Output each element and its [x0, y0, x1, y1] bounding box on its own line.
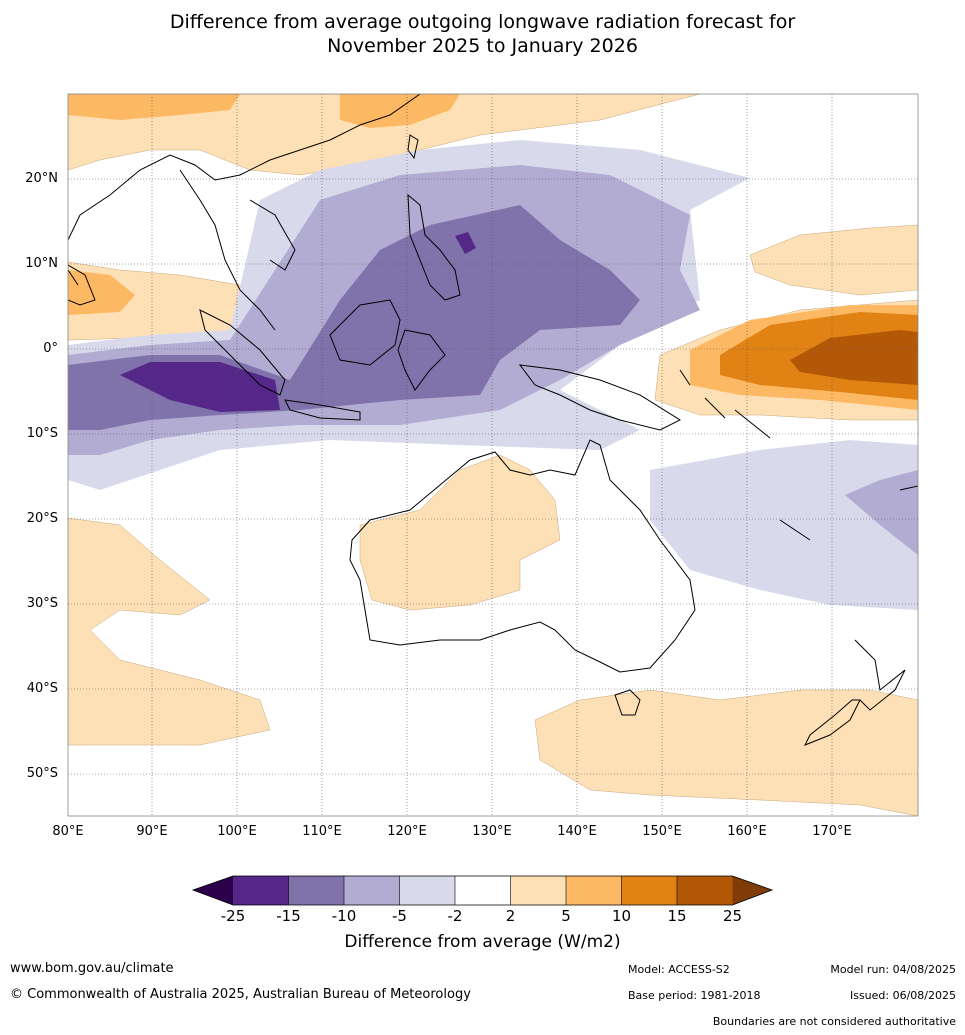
colorbar-bin-7 [566, 876, 622, 905]
lat-label-0: 0° [43, 341, 58, 356]
lat-label-20s: 20°S [26, 511, 58, 526]
lat-label-20n: 20°N [25, 171, 58, 186]
title-line-1: Difference from average outgoing longwav… [169, 11, 796, 33]
coastlines [68, 94, 918, 746]
colorbar [191, 875, 774, 906]
colorbar-tick-label: -2 [447, 907, 463, 925]
lat-label-30s: 30°S [26, 596, 58, 611]
title-line-2: November 2025 to January 2026 [327, 35, 638, 57]
coast-nz-north [854, 639, 906, 711]
anomaly-region-neg-15-indian [120, 362, 280, 412]
coast-nz-south [803, 699, 861, 746]
coast-new-guinea [518, 364, 682, 431]
lon-label-130e: 130°E [472, 824, 512, 839]
colorbar-bin-2 [288, 876, 344, 905]
base-period: Base period: 1981-2018 [628, 989, 761, 1002]
anomaly-region-pos-15-equatorial [790, 330, 918, 385]
lon-label-120e: 120°E [387, 824, 427, 839]
lat-label-10n: 10°N [25, 256, 58, 271]
colorbar-bin-3 [344, 876, 400, 905]
anomaly-region-neg-15-philippines [455, 232, 476, 254]
colorbar-bin-5 [455, 876, 511, 905]
colorbar-bin-1 [233, 876, 289, 905]
anomaly-region-neg-5-south-pacific [845, 470, 918, 555]
coast-taiwan [407, 134, 419, 160]
website-link[interactable]: www.bom.gov.au/climate [10, 961, 174, 976]
colorbar-extend-high [732, 876, 772, 905]
map-title: Difference from average outgoing longwav… [0, 10, 965, 58]
boundaries-disclaimer: Boundaries are not considered authoritat… [712, 1015, 956, 1028]
colorbar-bin-8 [621, 876, 677, 905]
coast-tasmania [614, 689, 641, 716]
copyright-text: © Commonwealth of Australia 2025, Austra… [10, 987, 471, 1002]
anomaly-region-pos-2-australia [359, 454, 561, 611]
coast-sumatra [199, 309, 286, 396]
colorbar-bin-6 [510, 876, 566, 905]
model-name: Model: ACCESS-S2 [628, 963, 730, 976]
issued-date: Issued: 06/08/2025 [849, 989, 956, 1002]
colorbar-outline [191, 875, 774, 906]
coast-australia [349, 439, 696, 673]
coast-borneo [329, 299, 401, 366]
colorbar-tick-label: -5 [392, 907, 407, 925]
lat-label-40s: 40°S [26, 681, 58, 696]
anomaly-region-pos-2-north [68, 94, 701, 176]
colorbar-tick-label: 5 [561, 907, 571, 925]
anomaly-region-pos-5-northwest [68, 94, 240, 120]
anomaly-region-neg-2-south-pacific [650, 440, 918, 610]
coast-india [68, 264, 96, 306]
lon-label-140e: 140°E [557, 824, 597, 839]
colorbar-tick-label: 10 [611, 907, 632, 925]
anomaly-region-pos-5-china [340, 94, 460, 128]
lon-label-170e: 170°E [812, 824, 852, 839]
coast-sri-lanka [68, 269, 79, 286]
colorbar-tick-label: 25 [722, 907, 743, 925]
colorbar-tick-label: -15 [276, 907, 301, 925]
coast-java [284, 399, 361, 421]
colorbar-bin-9 [677, 876, 733, 905]
coast-philippines [407, 193, 461, 301]
lat-label-50s: 50°S [26, 766, 58, 781]
lon-label-150e: 150°E [642, 824, 682, 839]
map-border [67, 93, 919, 817]
colorbar-tick-label: -25 [220, 907, 246, 925]
lon-label-90e: 90°E [136, 824, 168, 839]
map-shading [68, 94, 918, 816]
colorbar-tick-label: 15 [667, 907, 687, 925]
lon-label-80e: 80°E [52, 824, 84, 839]
anomaly-region-pos-2-southern-ocean [534, 689, 918, 816]
colorbar-bin-4 [399, 876, 455, 905]
colorbar-extend-low [193, 876, 233, 905]
lat-label-10s: 10°S [26, 426, 58, 441]
coast-sulawesi [397, 329, 446, 391]
model-run-date: Model run: 04/08/2025 [830, 963, 956, 976]
colorbar-tick-label: 2 [505, 907, 516, 925]
coast-asia-mainland [68, 94, 421, 331]
anomaly-region-pos-2-south-indian [68, 517, 271, 746]
coast-islands-pacific [679, 369, 918, 541]
colorbar-title: Difference from average (W/m2) [344, 932, 621, 952]
graticule [68, 94, 918, 816]
anomaly-region-pos-2-westpac [749, 224, 918, 296]
lon-label-110e: 110°E [302, 824, 342, 839]
colorbar-tick-label: -10 [331, 907, 357, 925]
lon-label-100e: 100°E [217, 824, 257, 839]
lon-label-160e: 160°E [727, 824, 767, 839]
